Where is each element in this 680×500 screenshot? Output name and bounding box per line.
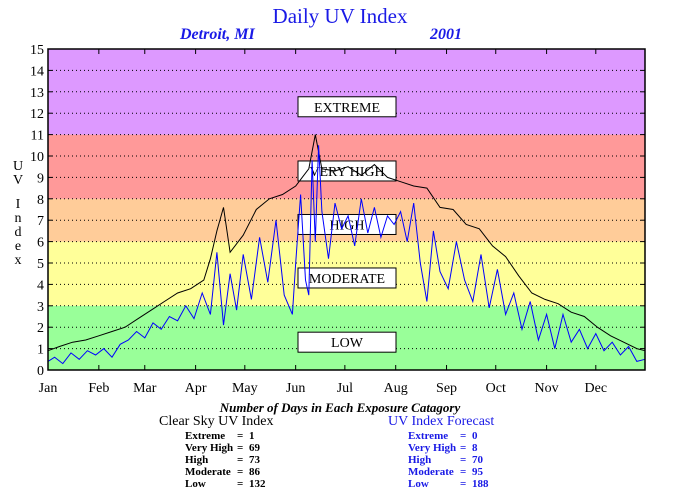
- stats-row-label: Very High: [185, 442, 234, 454]
- plot-frame: [47, 48, 646, 371]
- band-label: HIGH: [330, 218, 365, 233]
- stats-row-label: Extreme: [185, 430, 226, 442]
- stats-row-value: 8: [472, 442, 478, 454]
- band-label: VERY HIGH: [309, 165, 384, 180]
- stats-row-equals: =: [237, 442, 244, 454]
- clear-sky-stats: Clear Sky UV Index Extreme = 1 Very High = 69…: [159, 414, 273, 490]
- x-tick-label: Feb: [88, 381, 109, 396]
- stats-row-equals: =: [460, 430, 467, 442]
- stats-row-value: 0: [472, 430, 478, 442]
- stats-row: Low = 188: [388, 478, 494, 490]
- stats-row-equals: =: [460, 442, 467, 454]
- x-tick-label: Jun: [286, 381, 305, 396]
- x-tick-label: Oct: [486, 381, 506, 396]
- chart-subtitle-location: Detroit, MI: [180, 26, 255, 43]
- stats-row-value: 1: [249, 430, 255, 442]
- stats-row-label: High: [185, 454, 209, 466]
- band-label: EXTREME: [314, 101, 380, 116]
- band-label-box: [297, 267, 397, 289]
- stats-row-value: 95: [472, 466, 483, 478]
- chart-title: Daily UV Index: [272, 4, 408, 28]
- stats-row-value: 132: [249, 478, 266, 490]
- x-tick-label: Apr: [185, 381, 207, 396]
- x-tick-label: Aug: [384, 381, 408, 396]
- band-label: MODERATE: [309, 272, 385, 287]
- stats-row: Low = 132: [159, 478, 273, 490]
- stats-row-label: Moderate: [185, 466, 231, 478]
- y-tick-label: 11: [31, 129, 44, 144]
- stats-row: Extreme = 0: [388, 430, 494, 442]
- stats-row-label: High: [408, 454, 432, 466]
- y-axis-label-char: U: [12, 159, 24, 174]
- band-label-box: [297, 160, 397, 182]
- y-tick-label: 5: [37, 257, 44, 272]
- x-tick-label: May: [232, 381, 258, 396]
- stats-caption: Number of Days in Each Exposure Catagory: [219, 400, 461, 415]
- stats-row-value: 86: [249, 466, 260, 478]
- stats-row-equals: =: [460, 478, 467, 490]
- y-axis-label-char: V: [12, 173, 24, 188]
- y-axis-label-char: d: [14, 225, 22, 240]
- stats-row: Extreme = 1: [159, 430, 273, 442]
- y-tick-label: 8: [37, 193, 44, 208]
- stats-row: Very High = 69: [159, 442, 273, 454]
- x-tick-label: Sep: [436, 381, 457, 396]
- stats-row-label: Extreme: [408, 430, 449, 442]
- y-tick-label: 2: [37, 321, 44, 336]
- y-tick-label: 0: [37, 364, 44, 379]
- stats-row: High = 73: [159, 454, 273, 466]
- y-tick-label: 12: [30, 107, 44, 122]
- y-tick-label: 10: [30, 150, 44, 165]
- stats-row-value: 188: [472, 478, 489, 490]
- stats-row-label: Low: [408, 478, 429, 490]
- band-extreme: [48, 49, 645, 135]
- stats-row-value: 70: [472, 454, 483, 466]
- stats-row-equals: =: [237, 454, 244, 466]
- y-tick-label: 6: [37, 236, 44, 251]
- clear-sky-stats-title: Clear Sky UV Index: [159, 414, 274, 429]
- stats-row-value: 73: [249, 454, 260, 466]
- stats-row-label: Low: [185, 478, 206, 490]
- y-tick-label: 1: [37, 343, 44, 358]
- stats-row-value: 69: [249, 442, 260, 454]
- y-tick-label: 9: [37, 171, 44, 186]
- y-tick-label: 13: [30, 86, 44, 101]
- stats-row: Moderate = 95: [388, 466, 494, 478]
- x-tick-label: Dec: [585, 381, 608, 396]
- stats-row-equals: =: [460, 454, 467, 466]
- forecast-stats-title: UV Index Forecast: [388, 414, 495, 429]
- y-tick-label: 7: [37, 214, 44, 229]
- chart-subtitle-year: 2001: [430, 26, 462, 43]
- stats-row-equals: =: [460, 466, 467, 478]
- stats-row-label: Very High: [408, 442, 457, 454]
- x-tick-label: Jan: [39, 381, 58, 396]
- band-label-box: [297, 96, 397, 118]
- stats-row-equals: =: [237, 478, 244, 490]
- stats-row: Very High = 8: [388, 442, 494, 454]
- stats-row: High = 70: [388, 454, 494, 466]
- stats-row-equals: =: [237, 430, 244, 442]
- y-axis-label: U V I n d e x: [10, 160, 26, 268]
- y-tick-label: 3: [37, 300, 44, 315]
- y-tick-label: 14: [30, 64, 44, 79]
- band-label: LOW: [331, 336, 364, 351]
- x-tick-label: Jul: [337, 381, 353, 396]
- stats-row-equals: =: [237, 466, 244, 478]
- y-axis-label-char: n: [14, 211, 22, 226]
- y-axis-label-char: x: [14, 253, 22, 268]
- band-label-box: [297, 331, 397, 353]
- stats-row-label: Moderate: [408, 466, 454, 478]
- series-line: [47, 134, 646, 352]
- y-tick-label: 4: [37, 278, 44, 293]
- x-tick-label: Mar: [133, 381, 157, 396]
- stats-row: Moderate = 86: [159, 466, 273, 478]
- y-axis-label-char: e: [14, 239, 22, 254]
- x-tick-label: Nov: [535, 381, 559, 396]
- y-tick-label: 15: [30, 43, 44, 58]
- forecast-stats: UV Index Forecast Extreme = 0 Very High = 8 Hi…: [388, 414, 494, 490]
- series-line: [47, 145, 646, 365]
- y-axis-label-char: I: [15, 197, 21, 212]
